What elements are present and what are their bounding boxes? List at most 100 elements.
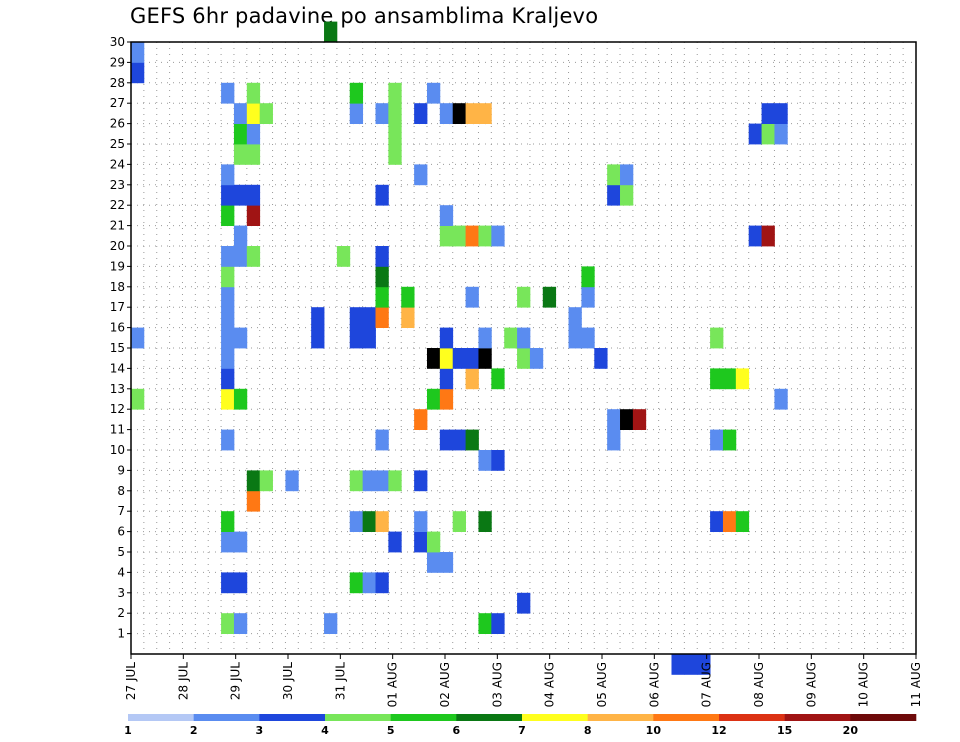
heatmap-cell: [426, 82, 441, 104]
y-tick-label: 27: [110, 96, 125, 110]
heatmap-cell: [465, 348, 479, 369]
heatmap-cell: [221, 572, 235, 594]
heatmap-cell: [581, 286, 595, 308]
y-axis: 1234567891011121314151617181920212223242…: [110, 35, 131, 641]
heatmap-cell: [362, 470, 376, 492]
heatmap-cell: [478, 450, 492, 471]
y-tick-label: 9: [117, 463, 125, 477]
heatmap-cell: [285, 470, 299, 492]
heatmap-cell: [439, 348, 454, 369]
colorbar-label: 6: [453, 724, 461, 737]
heatmap-cell: [478, 225, 492, 247]
heatmap-cell: [620, 184, 634, 206]
heatmap-cell: [246, 490, 261, 512]
heatmap-cell: [426, 348, 441, 369]
heatmap-cell: [607, 184, 621, 206]
heatmap-cell: [414, 470, 428, 492]
heatmap-cell: [246, 470, 261, 492]
heatmap-cell: [362, 511, 376, 532]
heatmap-cell: [221, 368, 235, 390]
heatmap-cell: [529, 348, 544, 369]
y-tick-label: 25: [110, 137, 125, 151]
heatmap-cell: [375, 246, 389, 267]
heatmap-cell: [735, 511, 750, 532]
heatmap-cell: [349, 307, 364, 328]
heatmap-cell: [517, 348, 531, 369]
heatmap-cell: [452, 103, 466, 124]
heatmap-cell: [233, 613, 248, 634]
heatmap-cell: [504, 327, 518, 349]
heatmap-cell: [581, 327, 595, 349]
colorbar-swatch: [128, 714, 194, 721]
x-tick-label: 09 AUG: [804, 662, 818, 707]
y-tick-label: 12: [110, 402, 125, 416]
heatmap-cell: [375, 307, 389, 328]
heatmap-cell: [221, 531, 235, 553]
heatmap-cell: [491, 368, 505, 390]
heatmap-cells: [131, 21, 788, 675]
heatmap-cell: [607, 164, 621, 186]
heatmap-cell: [491, 225, 505, 247]
heatmap-cell: [311, 327, 325, 349]
heatmap-cell: [517, 592, 531, 614]
heatmap-cell: [221, 429, 235, 451]
heatmap-cell: [478, 348, 492, 369]
heatmap-cell: [517, 286, 531, 308]
heatmap-cell: [542, 286, 557, 308]
heatmap-cell: [233, 572, 248, 594]
heatmap-cell: [336, 246, 351, 267]
y-tick-label: 7: [117, 504, 125, 518]
y-tick-label: 30: [110, 35, 125, 49]
heatmap-cell: [426, 531, 441, 553]
heatmap-cell: [401, 286, 415, 308]
heatmap-cell: [607, 429, 621, 451]
heatmap-cell: [131, 62, 145, 84]
heatmap-cell: [452, 225, 466, 247]
heatmap-cell: [388, 103, 402, 124]
heatmap-cell: [568, 307, 582, 328]
heatmap-cell: [478, 511, 492, 532]
colorbar-label: 20: [843, 724, 859, 737]
heatmap-cell: [774, 388, 788, 410]
heatmap-cell: [465, 429, 479, 451]
y-tick-label: 17: [110, 300, 125, 314]
heatmap-cell: [478, 613, 492, 634]
x-tick-label: 29 JUL: [229, 662, 243, 700]
y-tick-label: 1: [117, 627, 125, 641]
heatmap-cell: [221, 348, 235, 369]
heatmap-cell: [748, 225, 762, 247]
colorbar-label: 4: [321, 724, 329, 737]
heatmap-cell: [221, 286, 235, 308]
colorbar-swatch: [653, 714, 720, 721]
colorbar: 1 2 3 4 5 6 7 8 10 12 15 20: [124, 714, 917, 737]
heatmap-cell: [697, 654, 711, 675]
y-tick-label: 20: [110, 239, 125, 253]
heatmap-cell: [221, 266, 235, 288]
heatmap-cell: [414, 409, 428, 430]
heatmap-cell: [259, 103, 273, 124]
heatmap-cell: [246, 205, 261, 226]
heatmap-cell: [426, 388, 441, 410]
colorbar-label: 3: [256, 724, 264, 737]
heatmap-cell: [465, 225, 479, 247]
y-tick-label: 21: [110, 219, 125, 233]
y-tick-label: 16: [110, 321, 125, 335]
heatmap-cell: [774, 103, 788, 124]
heatmap-cell: [439, 388, 454, 410]
colorbar-label: 8: [584, 724, 592, 737]
y-tick-label: 4: [117, 565, 125, 579]
colorbar-swatch: [784, 714, 851, 721]
heatmap-cell: [233, 388, 248, 410]
colorbar-label: 7: [518, 724, 526, 737]
heatmap-cell: [131, 42, 145, 63]
heatmap-cell: [388, 470, 402, 492]
heatmap-cell: [568, 327, 582, 349]
heatmap-cell: [748, 123, 762, 145]
heatmap-cell: [465, 286, 479, 308]
heatmap-cell: [246, 144, 261, 165]
heatmap-cell: [735, 368, 750, 390]
heatmap-cell: [581, 266, 595, 288]
x-tick-label: 04 AUG: [543, 662, 557, 707]
heatmap-cell: [388, 531, 402, 553]
